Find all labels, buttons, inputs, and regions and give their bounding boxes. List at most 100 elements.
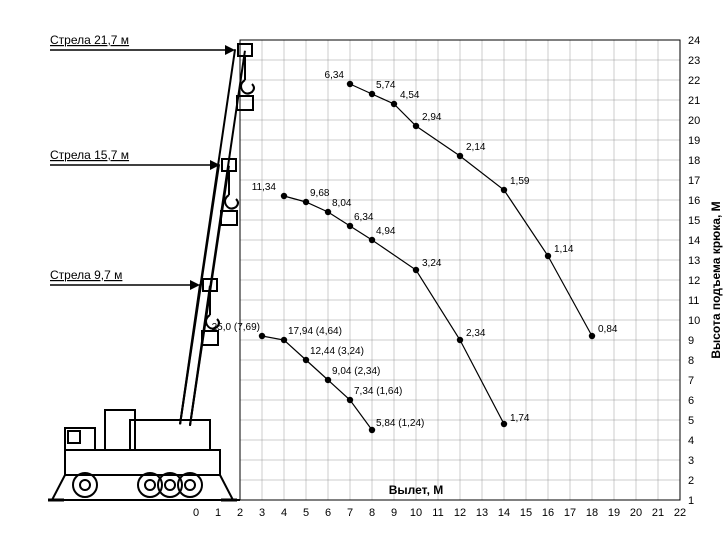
data-label: 6,34 [325, 70, 345, 81]
y-tick-label: 15 [688, 215, 700, 227]
y-tick-label: 7 [688, 375, 694, 387]
data-label: 3,24 [422, 258, 442, 269]
x-tick-label: 7 [347, 507, 353, 519]
data-label: 4,94 [376, 226, 396, 237]
grid [240, 40, 680, 500]
data-label: 8,04 [332, 198, 352, 209]
y-tick-label: 5 [688, 415, 694, 427]
data-point [545, 253, 551, 259]
data-label: 7,34 (1,64) [354, 386, 402, 397]
data-label: 1,14 [554, 244, 574, 255]
x-tick-label: 19 [608, 507, 620, 519]
data-point [259, 333, 265, 339]
y-tick-label: 14 [688, 235, 700, 247]
y-tick-label: 18 [688, 155, 700, 167]
data-label: 6,34 [354, 212, 374, 223]
data-point [303, 357, 309, 363]
boom-arrows: Стрела 21,7 м Стрела 15,7 м Стрела 9,7 м [50, 33, 235, 290]
data-point [457, 337, 463, 343]
x-tick-label: 0 [193, 507, 199, 519]
data-point [369, 91, 375, 97]
y-tick-label: 6 [688, 395, 694, 407]
data-label: 9,04 (2,34) [332, 366, 380, 377]
data-point [413, 267, 419, 273]
data-point [413, 123, 419, 129]
data-label: 11,34 [252, 182, 277, 193]
data-label: 5,74 [376, 80, 396, 91]
y-tick-label: 2 [688, 475, 694, 487]
data-point [325, 377, 331, 383]
data-point [347, 223, 353, 229]
x-tick-label: 16 [542, 507, 554, 519]
y-tick-label: 22 [688, 75, 700, 87]
y-tick-label: 16 [688, 195, 700, 207]
data-label: 1,74 [510, 413, 530, 424]
x-tick-label: 6 [325, 507, 331, 519]
x-tick-label: 9 [391, 507, 397, 519]
y-tick-label: 21 [688, 95, 700, 107]
y-tick-label: 19 [688, 135, 700, 147]
x-tick-label: 13 [476, 507, 488, 519]
data-point [347, 81, 353, 87]
arrow-label: Стрела 9,7 м [50, 268, 122, 282]
x-tick-label: 15 [520, 507, 532, 519]
x-tick-label: 1 [215, 507, 221, 519]
x-tick-label: 21 [652, 507, 664, 519]
data-label: 4,54 [400, 90, 420, 101]
y-tick-label: 17 [688, 175, 700, 187]
y-tick-label: 3 [688, 455, 694, 467]
y-tick-label: 23 [688, 55, 700, 67]
y-tick-label: 9 [688, 335, 694, 347]
data-label: 12,44 (3,24) [310, 346, 364, 357]
x-tick-label: 14 [498, 507, 510, 519]
data-point [281, 193, 287, 199]
x-tick-label: 12 [454, 507, 466, 519]
x-tick-label: 5 [303, 507, 309, 519]
y-axis-label: Высота подъема крюка, М [709, 201, 723, 358]
x-axis-label: Вылет, М [389, 483, 444, 497]
x-tick-label: 3 [259, 507, 265, 519]
x-tick-label: 22 [674, 507, 686, 519]
x-ticks: 012345678910111213141516171819202122 [193, 507, 686, 519]
data-point [347, 397, 353, 403]
arrow-label: Стрела 21,7 м [50, 33, 129, 47]
data-label: 1,59 [510, 176, 530, 187]
y-tick-label: 20 [688, 115, 700, 127]
y-ticks: 123456789101112131415161718192021222324 [688, 35, 700, 507]
x-tick-label: 11 [432, 507, 443, 519]
x-tick-label: 17 [564, 507, 576, 519]
data-label: 9,68 [310, 188, 330, 199]
x-tick-label: 18 [586, 507, 598, 519]
data-point [325, 209, 331, 215]
data-label: 17,94 (4,64) [288, 326, 342, 337]
arrow-label: Стрела 15,7 м [50, 148, 129, 162]
y-tick-label: 8 [688, 355, 694, 367]
data-point [501, 421, 507, 427]
y-tick-label: 13 [688, 255, 700, 267]
data-point [589, 333, 595, 339]
data-label: 0,84 [598, 324, 618, 335]
data-point [303, 199, 309, 205]
data-label: 2,94 [422, 112, 442, 123]
data-point [369, 237, 375, 243]
data-label: 5,84 (1,24) [376, 418, 424, 429]
data-point [391, 101, 397, 107]
data-label: 2,14 [466, 142, 486, 153]
x-tick-label: 4 [281, 507, 287, 519]
y-tick-label: 24 [688, 35, 700, 47]
y-tick-label: 11 [688, 295, 699, 307]
y-tick-label: 1 [688, 495, 694, 507]
data-point [501, 187, 507, 193]
data-point [281, 337, 287, 343]
crane-load-chart: 0123456789101112131415161718192021221234… [10, 10, 727, 543]
data-point [457, 153, 463, 159]
x-tick-label: 8 [369, 507, 375, 519]
x-tick-label: 20 [630, 507, 642, 519]
x-tick-label: 2 [237, 507, 243, 519]
y-tick-label: 4 [688, 435, 694, 447]
series-boom_21_7: 6,34 5,74 4,542,94 2,14 1,59 1,14 0,84 [325, 70, 618, 339]
data-label: 2,34 [466, 328, 486, 339]
data-point [369, 427, 375, 433]
series-boom_9_7: 25,0 (7,69)17,94 (4,64)12,44 (3,24)9,04 … [212, 322, 425, 433]
x-tick-label: 10 [410, 507, 422, 519]
